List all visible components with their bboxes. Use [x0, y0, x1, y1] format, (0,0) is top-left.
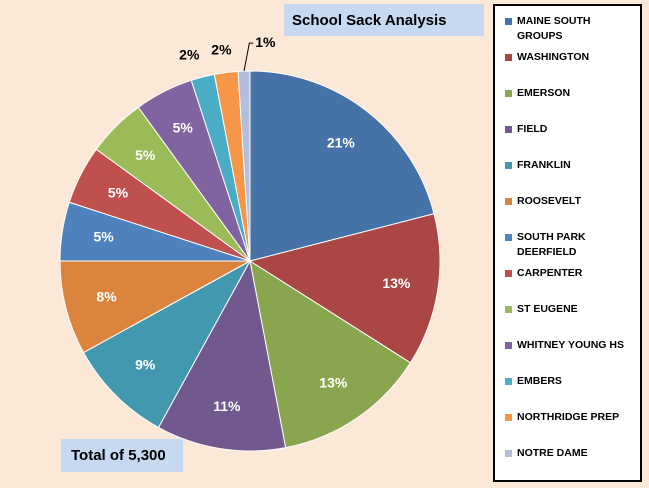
legend-swatch	[505, 342, 512, 349]
legend-label: NOTRE DAME	[517, 447, 588, 459]
legend-swatch	[505, 414, 512, 421]
legend-label: WASHINGTON	[517, 51, 590, 63]
pie-slice	[59, 260, 251, 354]
leader-line	[243, 42, 254, 72]
slice-data-label: 21%	[327, 135, 356, 151]
legend-label: EMERSON	[517, 87, 571, 99]
legend-swatch	[505, 18, 512, 25]
legend-swatch	[505, 306, 512, 313]
legend-label: ROOSEVELT	[517, 195, 581, 207]
legend-swatch	[505, 198, 512, 205]
pie-slice	[157, 259, 287, 452]
legend-swatch	[505, 54, 512, 61]
legend-label: ST EUGENE	[517, 303, 578, 315]
legend-label: CARPENTER	[517, 267, 583, 279]
legend-swatch	[505, 270, 512, 277]
slice-data-label: 2%	[179, 46, 200, 62]
legend-label: MAINE SOUTH GROUPS	[517, 15, 591, 42]
total-label-box: Total of 5,300	[61, 439, 183, 472]
pie-slice	[82, 259, 252, 429]
chart-title: School Sack Analysis	[284, 4, 484, 36]
chart-title-text: School Sack Analysis	[292, 11, 447, 29]
legend-label: SOUTH PARK DEERFIELD	[517, 231, 586, 258]
legend-label: WHITNEY YOUNG HS	[517, 339, 624, 351]
slice-data-label: 13%	[319, 374, 348, 390]
legend-swatch	[505, 126, 512, 133]
chart-legend: MAINE SOUTH GROUPS WASHINGTON EMERSON FIELD…	[493, 4, 642, 482]
pie-slice	[249, 70, 435, 262]
legend-swatch	[505, 378, 512, 385]
legend-swatch	[505, 162, 512, 169]
legend-swatch	[505, 90, 512, 97]
slice-data-label: 9%	[135, 356, 156, 372]
legend-label: EMBERS	[517, 375, 562, 387]
slice-data-label: 5%	[173, 120, 194, 136]
legend-label: NORTHRIDGE PREP	[517, 411, 620, 423]
legend-label: FRANKLIN	[517, 159, 571, 171]
slice-data-label: 1%	[255, 34, 276, 50]
slice-data-label: 11%	[213, 398, 241, 414]
slice-data-label: 8%	[96, 289, 117, 305]
pie-slice	[248, 213, 441, 364]
slice-data-label: 5%	[135, 147, 156, 163]
total-label-text: Total of 5,300	[71, 447, 166, 464]
slice-data-label: 2%	[211, 41, 232, 57]
slice-data-label: 13%	[382, 275, 411, 291]
pie-slice	[249, 259, 412, 449]
legend-label: FIELD	[517, 123, 548, 135]
legend-swatch	[505, 450, 512, 457]
legend-swatch	[505, 234, 512, 241]
slice-data-label: 5%	[94, 229, 115, 245]
slice-data-label: 5%	[108, 184, 129, 200]
